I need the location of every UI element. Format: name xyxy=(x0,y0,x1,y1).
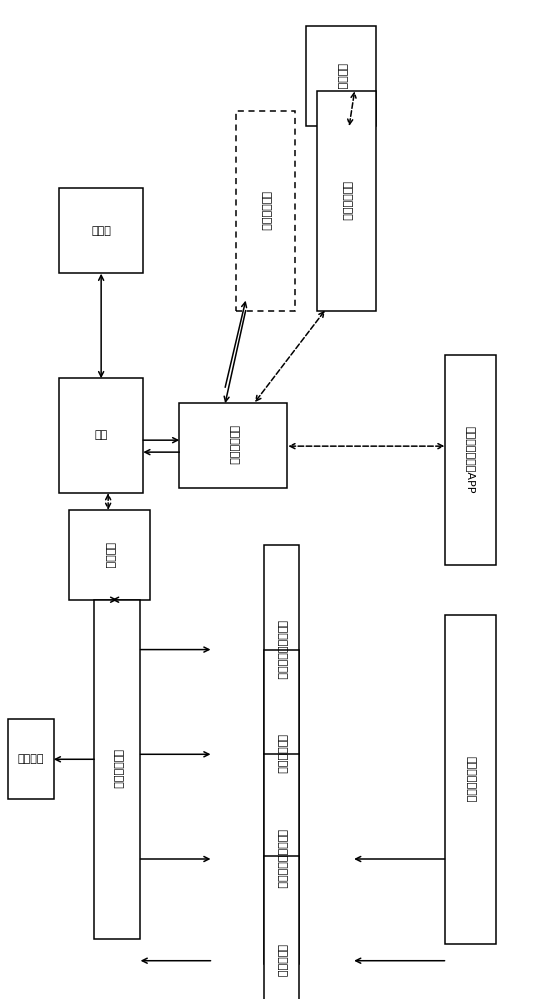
Bar xyxy=(445,615,496,944)
FancyArrowPatch shape xyxy=(225,302,247,387)
FancyArrowPatch shape xyxy=(99,275,104,377)
FancyArrowPatch shape xyxy=(140,752,209,757)
FancyArrowPatch shape xyxy=(140,856,209,861)
FancyArrowPatch shape xyxy=(142,958,211,963)
Bar xyxy=(264,856,299,1000)
Bar xyxy=(317,91,376,311)
FancyArrowPatch shape xyxy=(356,856,444,861)
Text: 数据库: 数据库 xyxy=(91,226,111,236)
Text: 智能传感器状态监测: 智能传感器状态监测 xyxy=(277,620,287,679)
Bar xyxy=(94,600,140,939)
Bar xyxy=(236,111,295,311)
Text: 售后人员: 售后人员 xyxy=(336,63,346,89)
Text: 应用服务平台: 应用服务平台 xyxy=(228,425,238,465)
Text: 主机: 主机 xyxy=(94,430,108,440)
FancyArrowPatch shape xyxy=(348,93,356,124)
Bar xyxy=(445,355,496,565)
FancyArrowPatch shape xyxy=(290,444,443,449)
Text: 变压器及其附件: 变压器及其附件 xyxy=(466,756,475,802)
Bar xyxy=(60,378,143,493)
Text: 产品管理平台: 产品管理平台 xyxy=(261,191,270,231)
Text: 通讯模块: 通讯模块 xyxy=(104,542,114,568)
FancyArrowPatch shape xyxy=(106,495,111,508)
Text: 传感器组件: 传感器组件 xyxy=(277,944,287,977)
Bar xyxy=(264,650,299,859)
FancyArrowPatch shape xyxy=(145,450,179,455)
Text: 移动设备客户端APP: 移动设备客户端APP xyxy=(466,426,475,494)
FancyArrowPatch shape xyxy=(256,312,324,401)
FancyArrowPatch shape xyxy=(143,438,178,443)
Text: 显示模块: 显示模块 xyxy=(18,754,44,764)
FancyArrowPatch shape xyxy=(356,958,444,963)
FancyArrowPatch shape xyxy=(111,597,119,602)
Bar xyxy=(69,510,150,600)
Bar xyxy=(60,188,143,273)
FancyArrowPatch shape xyxy=(140,647,209,652)
Text: 信息处理模块: 信息处理模块 xyxy=(112,749,122,789)
Bar xyxy=(264,754,299,964)
Text: 售后服务平台: 售后服务平台 xyxy=(341,181,352,221)
FancyArrowPatch shape xyxy=(55,757,94,762)
Bar xyxy=(306,26,376,126)
Bar xyxy=(8,719,54,799)
Bar xyxy=(179,403,287,488)
Bar xyxy=(264,545,299,754)
FancyArrowPatch shape xyxy=(224,311,246,402)
Text: 状态诊断分析: 状态诊断分析 xyxy=(277,734,287,774)
Text: 智能传感器运行监测: 智能传感器运行监测 xyxy=(277,829,287,889)
